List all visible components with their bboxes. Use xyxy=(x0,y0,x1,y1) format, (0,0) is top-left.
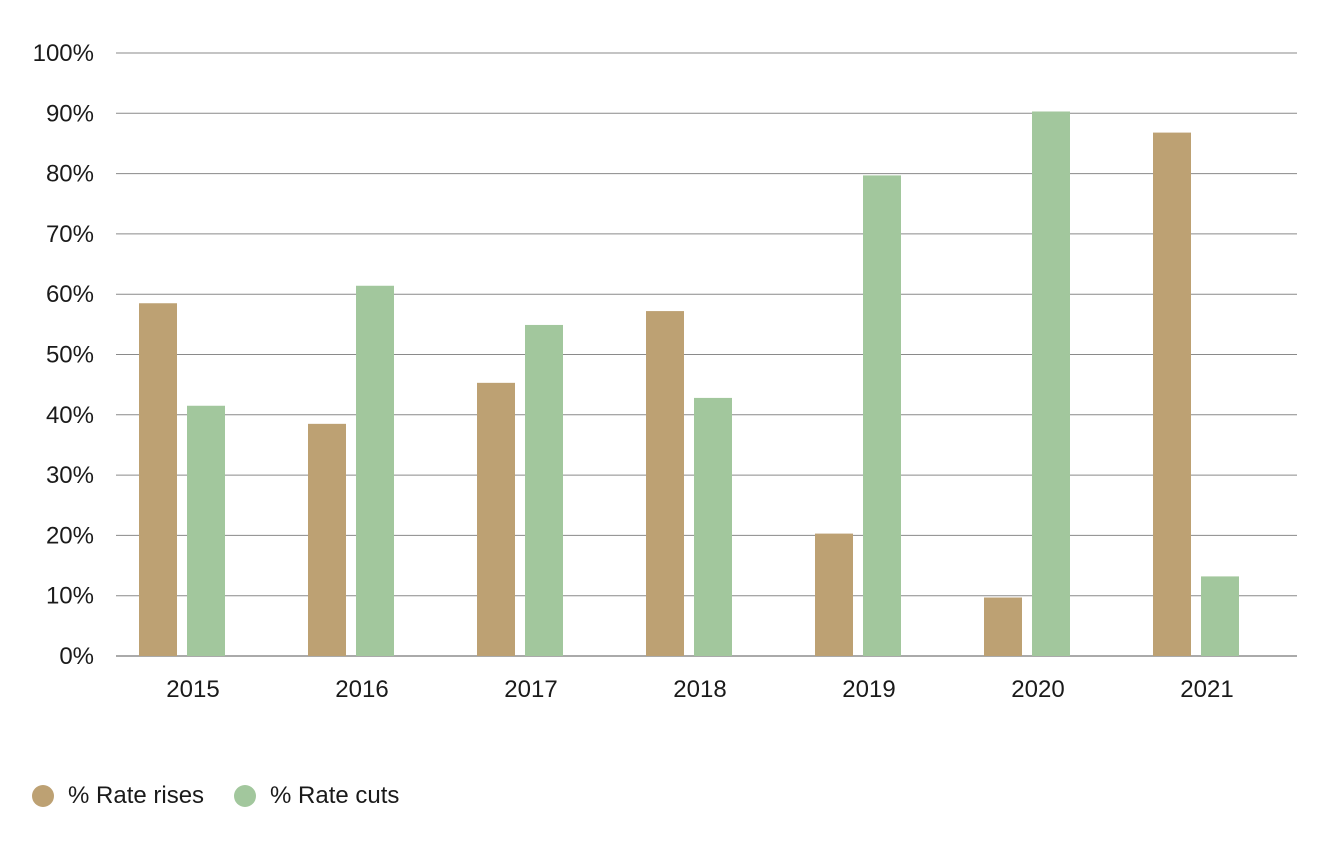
y-tick-label: 70% xyxy=(46,221,94,248)
bars xyxy=(139,111,1239,657)
bar-rate-rises-2016 xyxy=(308,423,346,656)
y-tick-label: 20% xyxy=(46,522,94,549)
bar-rate-cuts-2020 xyxy=(1032,111,1070,657)
y-tick-label: 100% xyxy=(33,40,94,67)
x-tick-label-2017: 2017 xyxy=(504,676,557,703)
x-tick-label-2016: 2016 xyxy=(335,676,388,703)
y-tick-label: 10% xyxy=(46,583,94,610)
y-tick-label: 30% xyxy=(46,462,94,489)
bar-rate-rises-2017 xyxy=(477,382,515,656)
legend-item-rate-cuts: % Rate cuts xyxy=(234,782,399,810)
x-axis-ticks: 2015 2016 2017 2018 2019 2020 2021 xyxy=(166,676,1233,703)
bar-rate-cuts-2018 xyxy=(694,397,732,656)
bar-rate-cuts-2017 xyxy=(525,324,563,656)
legend-label-rate-cuts: % Rate cuts xyxy=(270,782,400,809)
y-tick-label: 50% xyxy=(46,342,94,369)
legend-label-rate-rises: % Rate rises xyxy=(68,782,205,809)
y-tick-label: 80% xyxy=(46,161,94,188)
bar-rate-rises-2021 xyxy=(1153,132,1191,656)
legend-swatch-rate-cuts xyxy=(234,785,257,807)
x-tick-label-2015: 2015 xyxy=(166,676,219,703)
bar-rate-cuts-2016 xyxy=(356,285,394,656)
legend-item-rate-rises: % Rate rises xyxy=(32,782,204,810)
x-tick-label-2018: 2018 xyxy=(673,676,726,703)
x-tick-label-2021: 2021 xyxy=(1180,676,1233,703)
legend-swatch-rate-rises xyxy=(32,785,54,807)
y-tick-label: 40% xyxy=(46,402,94,429)
y-tick-label: 90% xyxy=(46,100,94,127)
bar-rate-rises-2015 xyxy=(139,303,177,656)
legend: % Rate rises % Rate cuts xyxy=(32,782,399,810)
bar-rate-rises-2020 xyxy=(984,597,1022,656)
bar-rate-cuts-2021 xyxy=(1201,576,1239,656)
y-tick-label: 0% xyxy=(59,643,94,670)
y-axis-ticks: 0% 10% 20% 30% 40% 50% 60% 70% 80% 90% 100% xyxy=(33,40,94,670)
bar-rate-rises-2019 xyxy=(815,533,853,656)
y-tick-label: 60% xyxy=(46,281,94,308)
x-tick-label-2020: 2020 xyxy=(1011,676,1064,703)
bar-rate-cuts-2015 xyxy=(187,405,225,656)
x-tick-label-2019: 2019 xyxy=(842,676,895,703)
bar-rate-cuts-2019 xyxy=(863,175,901,656)
bar-rate-rises-2018 xyxy=(646,311,684,656)
